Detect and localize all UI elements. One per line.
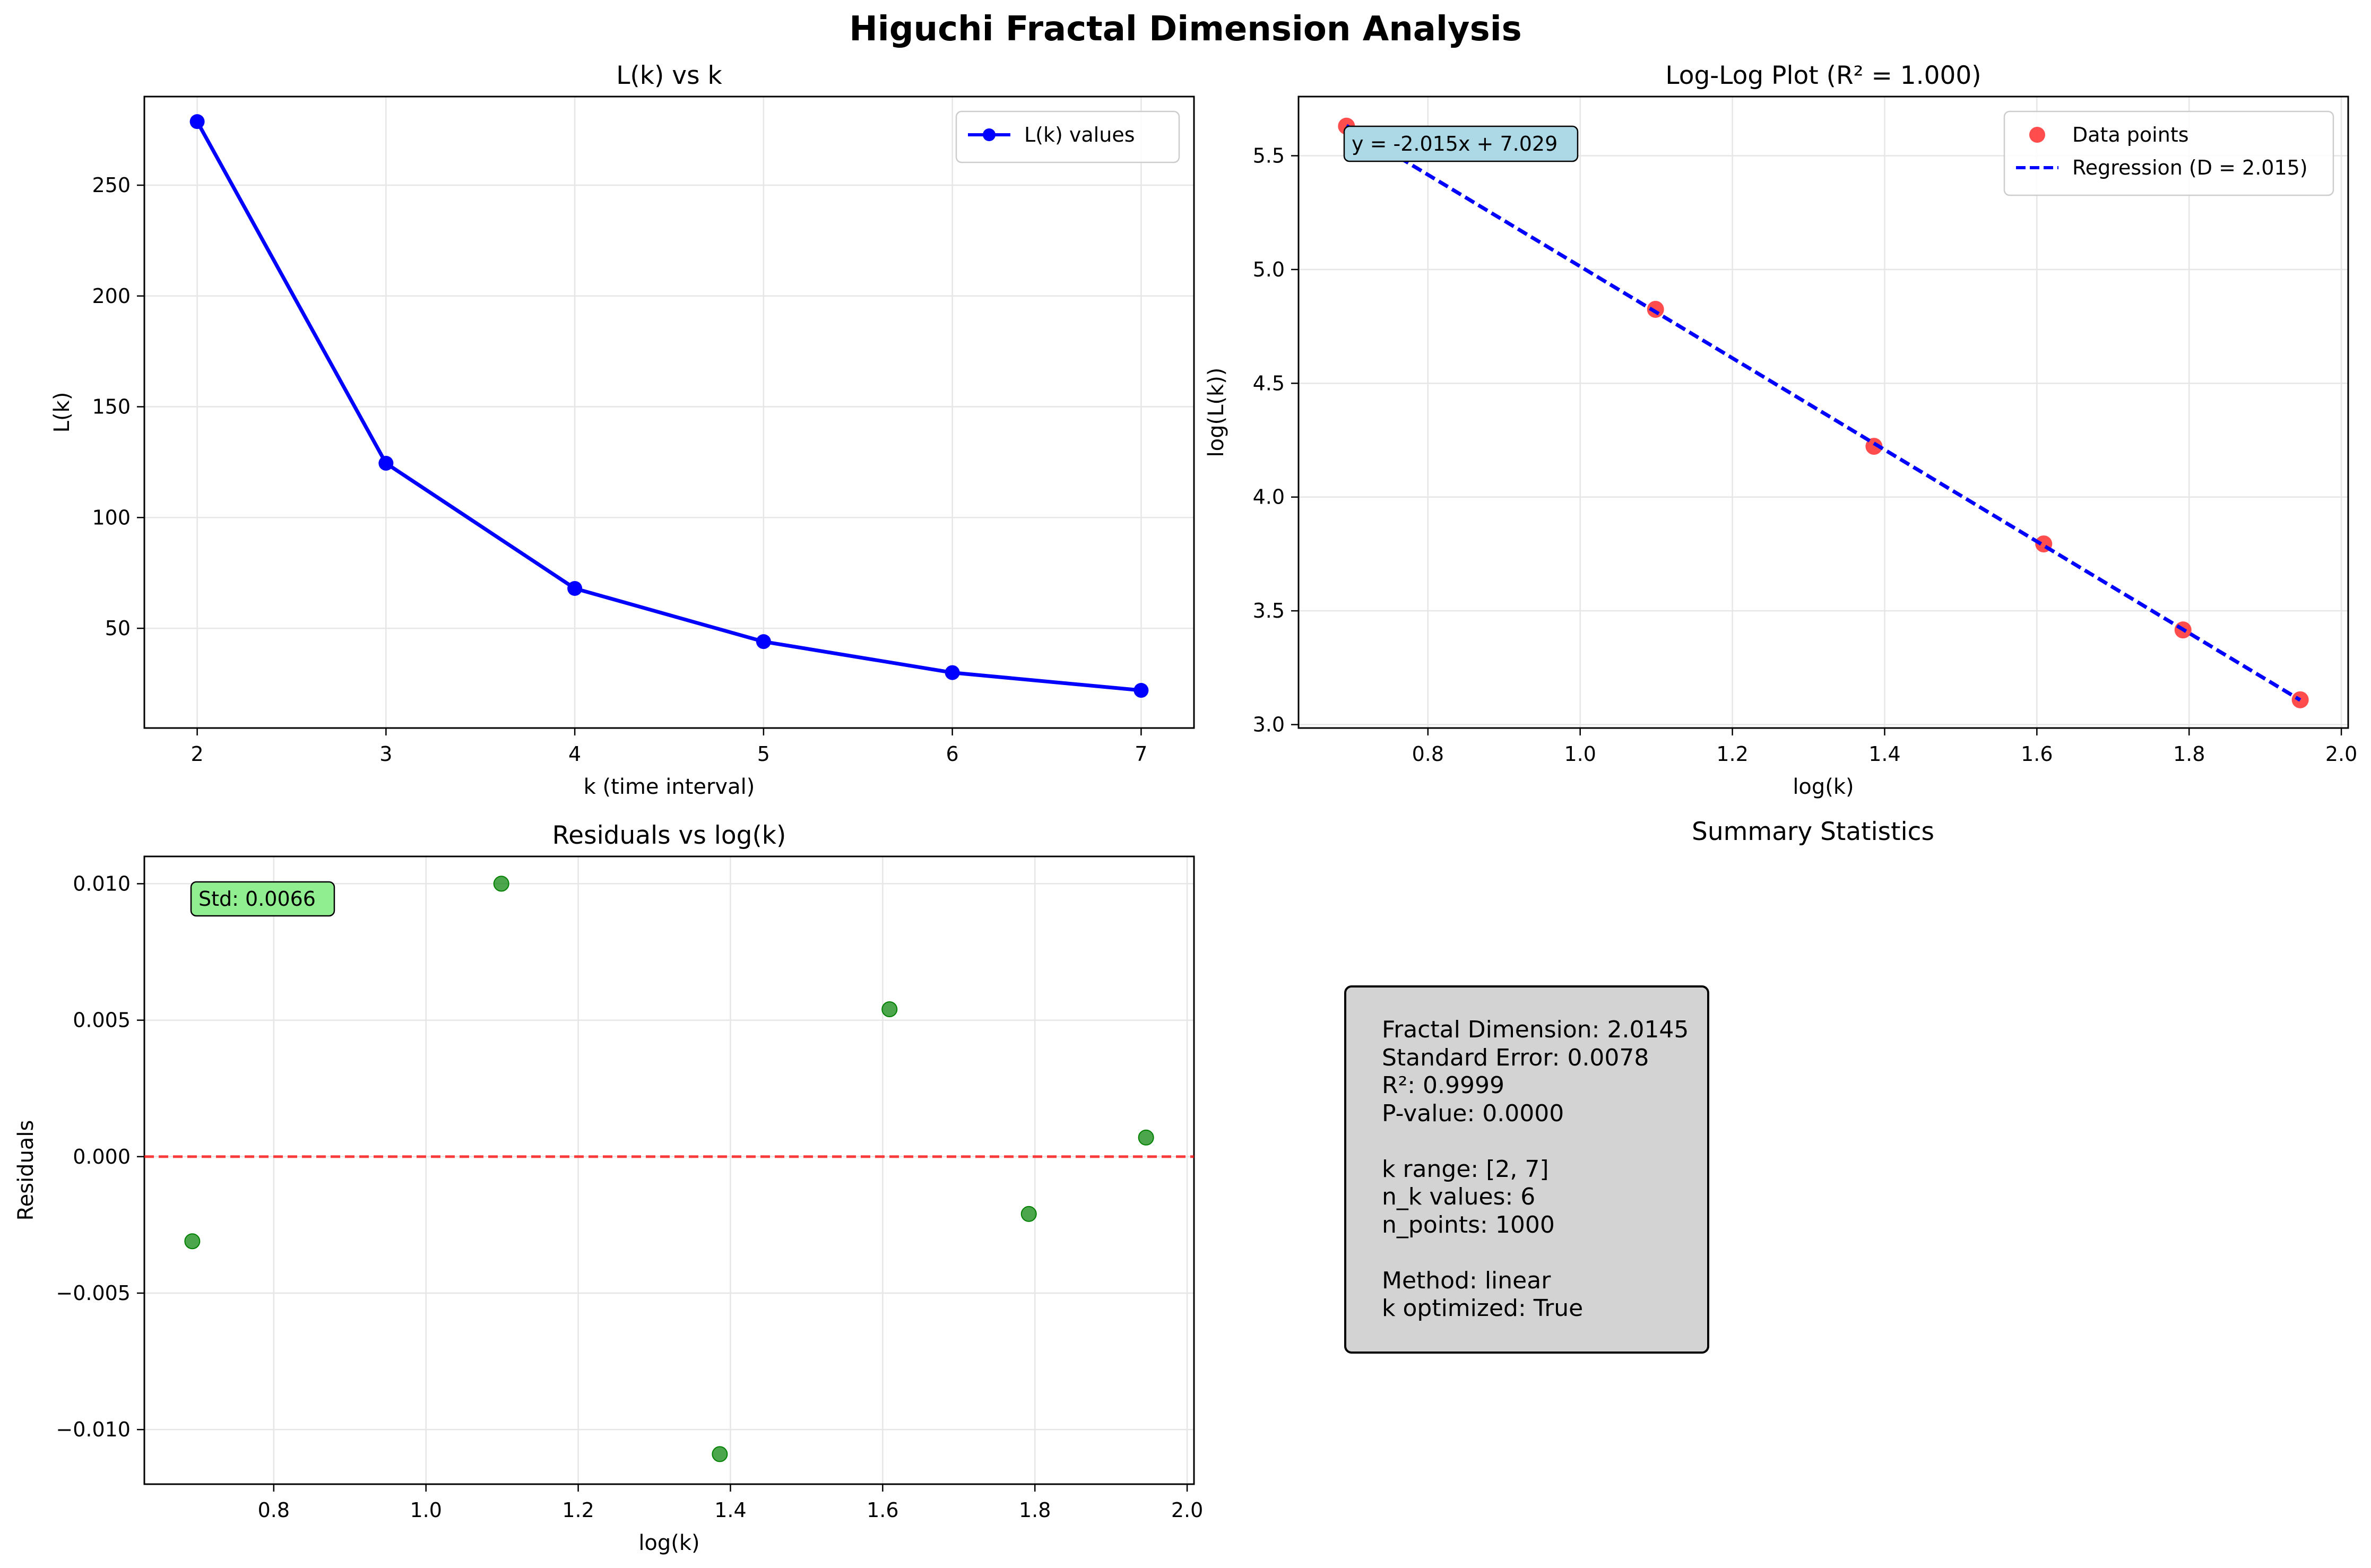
x-tick-label: 1.4 <box>1868 742 1900 766</box>
legend-label: Data points <box>2072 123 2189 146</box>
std-box <box>190 881 335 917</box>
x-axis-label: k (time interval) <box>584 775 755 799</box>
std-text: Std: 0.0066 <box>198 887 316 911</box>
data-point-residual <box>881 1001 898 1018</box>
data-point-lk <box>378 456 394 471</box>
x-tick-label: 5 <box>757 742 770 766</box>
y-tick-label: 200 <box>92 284 131 308</box>
summary-box <box>1344 985 1709 1354</box>
y-tick-label: 0.005 <box>73 1009 131 1032</box>
x-tick-label: 1.0 <box>1564 742 1596 766</box>
regression-line <box>1345 124 2301 702</box>
legend-label: L(k) values <box>1024 123 1135 146</box>
chart-log-log: 0.8 1.0 1.2 1.4 1.6 1.8 2.0 3.0 3.5 4.0 4.5 5.0 5.5 L… <box>1204 61 2357 799</box>
x-tick-label: 0.8 <box>1412 742 1444 766</box>
data-point-loglog <box>1865 438 1883 455</box>
y-tick-label: 4.0 <box>1253 486 1285 509</box>
y-tick-label: 250 <box>92 174 131 197</box>
axes-frame <box>143 855 1195 1485</box>
data-point-residual <box>493 876 509 892</box>
y-tick-label: 5.0 <box>1253 258 1285 281</box>
x-tick-label: 7 <box>1135 742 1147 766</box>
y-tick-label: 0.000 <box>73 1145 131 1168</box>
x-tick-label: 0.8 <box>258 1498 290 1522</box>
legend-box <box>955 110 1180 163</box>
y-tick-label: 150 <box>92 395 131 419</box>
legend-marker <box>983 128 996 141</box>
chart-lk-vs-k: 2 3 4 5 6 7 50 100 150 200 250 L(k) vs k k (time int… <box>50 61 1195 799</box>
chart-title: L(k) vs k <box>616 61 722 90</box>
data-point-loglog <box>1647 300 1664 318</box>
x-axis-label: log(k) <box>1793 775 1854 799</box>
x-tick-label: 1.6 <box>2021 742 2053 766</box>
y-axis-label: L(k) <box>50 392 74 433</box>
x-tick-label: 1.0 <box>410 1498 442 1522</box>
y-tick-label: 50 <box>105 617 131 640</box>
data-point-residual <box>1138 1129 1154 1146</box>
y-tick-label: −0.010 <box>56 1418 131 1441</box>
data-point-residual <box>184 1233 201 1250</box>
legend-marker <box>2029 127 2045 143</box>
x-tick-label: 1.8 <box>2173 742 2205 766</box>
y-tick-label: 3.0 <box>1253 713 1285 737</box>
x-tick-label: 1.4 <box>714 1498 746 1522</box>
legend-box <box>2003 110 2334 196</box>
y-tick-label: 0.010 <box>73 872 131 895</box>
x-tick-label: 3 <box>379 742 392 766</box>
x-tick-label: 2.0 <box>1171 1498 1203 1522</box>
y-tick-label: 4.5 <box>1253 371 1285 395</box>
y-axis-label: Residuals <box>14 1120 38 1221</box>
x-tick-label: 1.2 <box>562 1498 594 1522</box>
series-line-lk <box>195 120 1141 692</box>
y-axis-label: log(L(k)) <box>1204 368 1228 457</box>
y-tick-label: 5.5 <box>1253 144 1285 167</box>
x-tick-label: 4 <box>568 742 581 766</box>
x-tick-label: 1.6 <box>867 1498 898 1522</box>
y-tick-label: 3.5 <box>1253 599 1285 622</box>
axes-frame <box>1297 96 2349 729</box>
x-tick-label: 2.0 <box>2325 742 2357 766</box>
data-point-lk <box>1133 683 1149 698</box>
y-tick-label: −0.005 <box>56 1281 131 1305</box>
data-point-lk <box>189 114 205 129</box>
legend-label: Regression (D = 2.015) <box>2072 156 2308 179</box>
x-axis-label: log(k) <box>638 1531 699 1555</box>
equation-box <box>1343 125 1579 162</box>
data-point-lk <box>756 634 771 649</box>
data-point-lk <box>945 665 960 680</box>
chart-title: Residuals vs log(k) <box>552 821 786 850</box>
x-tick-label: 1.8 <box>1019 1498 1051 1522</box>
axes-frame <box>143 96 1195 729</box>
chart-residuals: 0.8 1.0 1.2 1.4 1.6 1.8 2.0 −0.010 −0.005 0.000 0.… <box>14 821 1203 1555</box>
figure-title: Higuchi Fractal Dimension Analysis <box>849 10 1522 49</box>
x-tick-label: 1.2 <box>1716 742 1748 766</box>
summary-title: Summary Statistics <box>1692 817 1934 846</box>
data-point-lk <box>567 581 583 596</box>
data-point-residual <box>1020 1206 1037 1222</box>
summary-text: Fractal Dimension: 2.0145 Standard Error… <box>1382 1016 1689 1322</box>
y-tick-label: 100 <box>92 506 131 529</box>
chart-title: Log-Log Plot (R² = 1.000) <box>1665 61 1981 90</box>
x-tick-label: 6 <box>946 742 959 766</box>
data-point-residual <box>712 1446 728 1462</box>
x-tick-label: 2 <box>191 742 204 766</box>
equation-text: y = -2.015x + 7.029 <box>1352 132 1557 155</box>
